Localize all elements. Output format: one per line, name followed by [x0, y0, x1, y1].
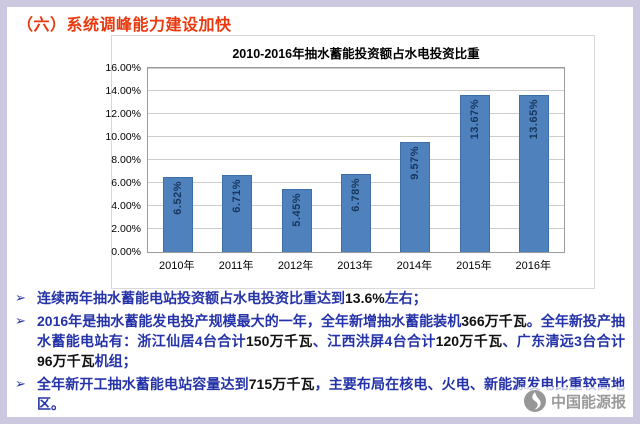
bullet-arrow-icon: ➢	[15, 313, 26, 328]
y-tick-label: 0.00%	[111, 246, 141, 258]
y-tick-label: 16.00%	[105, 62, 141, 74]
bar-2011年: 6.71%	[222, 174, 253, 252]
bullet-item: ➢ 连续两年抽水蓄能电站投资额占水电投资比重达到13.6%左右；	[15, 288, 625, 308]
y-tick-label: 12.00%	[105, 108, 141, 120]
bullet-text-highlight: 13.6%	[345, 290, 385, 306]
bullet-text: 连续两年抽水蓄能电站投资额占水电投资比重达到13.6%左右；	[37, 288, 625, 308]
bar-2014年: 9.57%	[400, 141, 431, 252]
bullet-text-segment: 。全年新投产抽水蓄能电站有：浙江仙居4台合计	[37, 313, 625, 349]
watermark: 中国能源报	[517, 387, 631, 415]
y-tick-label: 8.00%	[111, 154, 141, 166]
gridline	[148, 68, 564, 69]
bar-2015年: 13.67%	[459, 94, 490, 252]
x-tick-label: 2016年	[515, 260, 552, 272]
bullet-text-highlight: 366万千瓦	[461, 313, 527, 329]
x-tick-label: 2010年	[158, 260, 195, 272]
slide: （六）系统调峰能力建设加快 2010-2016年抽水蓄能投资额占水电投资比重 0…	[7, 7, 633, 417]
x-tick-label: 2013年	[337, 260, 373, 272]
bar-value-label: 9.57%	[409, 145, 422, 180]
energy-news-logo-icon	[523, 389, 547, 413]
bullet-list: ➢ 连续两年抽水蓄能电站投资额占水电投资比重达到13.6%左右； ➢ 2016年是抽水…	[15, 288, 625, 417]
bar-2016年: 13.65%	[519, 95, 550, 252]
bullet-text-segment: 左右；	[384, 290, 427, 306]
plot-area: 6.52% 6.71% 5.45% 6.78% 9.57% 13.67% 13.65%	[147, 67, 565, 253]
bullet-text-segment: 2016年是抽水蓄能发电投产规模最大的一年，全年新增抽水蓄能装机	[37, 313, 462, 329]
bullet-text-segment: 、江西洪屏4台合计	[312, 333, 436, 349]
chart-title: 2010-2016年抽水蓄能投资额占水电投资比重	[232, 47, 480, 61]
bullet-text: 2016年是抽水蓄能发电投产规模最大的一年，全年新增抽水蓄能装机366万千瓦。全…	[37, 311, 625, 371]
bullet-text-highlight: 715万千瓦	[248, 376, 315, 392]
y-tick-label: 14.00%	[105, 85, 141, 97]
x-tick-label: 2012年	[277, 260, 314, 272]
bullet-text-highlight: 120万千瓦	[435, 333, 503, 349]
bullet-text-highlight: 150万千瓦	[246, 333, 313, 349]
bar-value-label: 6.78%	[350, 178, 362, 212]
bullet-text-highlight: 96万千瓦	[37, 353, 95, 369]
bullet-arrow-icon: ➢	[15, 376, 26, 391]
gridline	[148, 136, 564, 137]
x-tick-label: 2015年	[456, 260, 492, 272]
bar-value-label: 13.65%	[528, 99, 541, 140]
bar-2013年: 6.78%	[341, 174, 371, 252]
page-title: （六）系统调峰能力建设加快	[17, 17, 232, 34]
bullet-item: ➢ 2016年是抽水蓄能发电投产规模最大的一年，全年新增抽水蓄能装机366万千瓦。…	[15, 311, 625, 371]
watermark-text: 中国能源报	[550, 393, 626, 411]
y-tick-label: 2.00%	[111, 223, 141, 235]
gridline	[148, 159, 564, 160]
bar-value-label: 6.52%	[171, 181, 184, 215]
bullet-arrow-icon: ➢	[15, 290, 26, 305]
x-tick-label: 2014年	[396, 260, 433, 272]
y-tick-label: 10.00%	[105, 131, 141, 143]
y-tick-label: 4.00%	[111, 200, 141, 212]
bar-2012年: 5.45%	[281, 189, 312, 252]
gridline	[148, 113, 564, 114]
bar-value-label: 13.67%	[468, 98, 481, 140]
bullet-text-segment: 、广东清远3台合计	[502, 333, 625, 349]
gridline	[148, 90, 564, 91]
bar-2010年: 6.52%	[162, 177, 193, 252]
bar-value-label: 6.71%	[231, 178, 244, 213]
bar-value-label: 5.45%	[290, 193, 303, 228]
bullet-text-segment: 连续两年抽水蓄能电站投资额占水电投资比重达到	[37, 290, 345, 306]
x-axis-labels: 2010年 2011年 2012年 2013年 2014年 2015年 2016年	[147, 257, 565, 273]
y-tick-label: 6.00%	[111, 177, 141, 189]
bullet-text-segment: 全年新开工抽水蓄能电站容量达到	[37, 376, 249, 392]
x-tick-label: 2011年	[218, 260, 254, 272]
bullet-text-segment: 机组；	[94, 353, 137, 369]
y-axis-labels: 0.00% 2.00% 4.00% 6.00% 8.00% 10.00% 12.00% 14.…	[65, 62, 141, 258]
